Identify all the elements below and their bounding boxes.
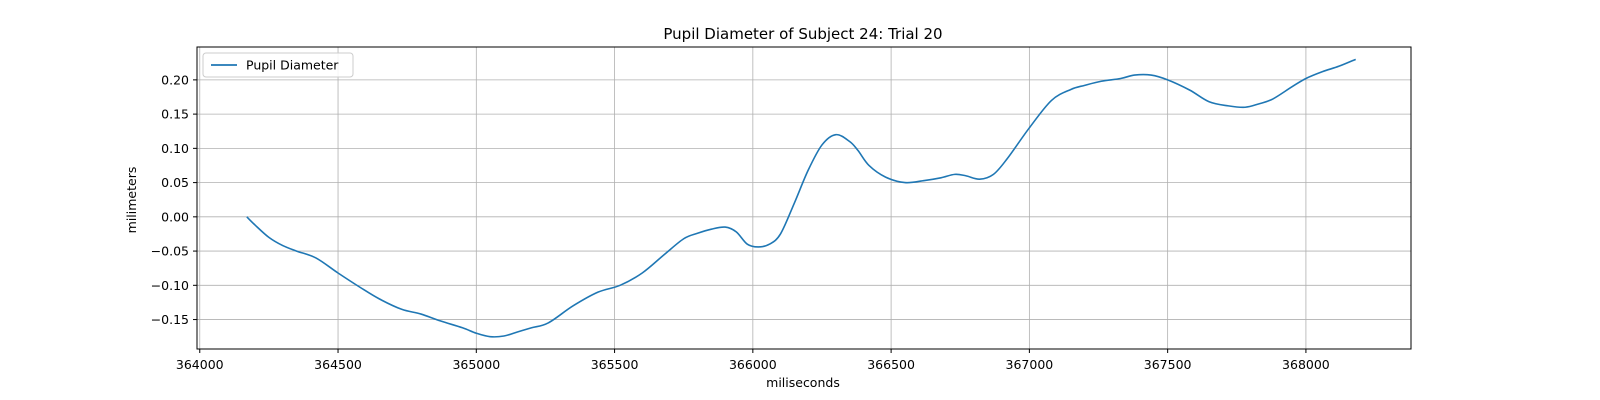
series-line-pupil-diameter	[246, 58, 1356, 338]
x-tick-label: 367500	[1144, 357, 1192, 372]
legend-box	[202, 52, 354, 78]
grid-lines	[197, 47, 1411, 349]
x-axis-label: miliseconds	[766, 375, 840, 390]
x-tick-label: 365000	[452, 357, 500, 372]
y-tick-label: −0.15	[151, 312, 189, 327]
legend-label: Pupil Diameter	[246, 58, 339, 73]
y-axis-label: milimeters	[124, 167, 139, 234]
x-tick-label: 364500	[314, 357, 362, 372]
y-tick-label: 0.20	[161, 72, 189, 87]
y-tick-label: 0.05	[161, 175, 189, 190]
plot-frame	[196, 46, 1412, 350]
x-tick-label: 364000	[176, 357, 224, 372]
x-tick-label: 368000	[1282, 357, 1330, 372]
x-tick-label: 365500	[591, 357, 639, 372]
chart-title: Pupil Diameter of Subject 24: Trial 20	[663, 25, 942, 43]
y-tick-label: 0.15	[161, 107, 189, 122]
y-tick-label: −0.05	[151, 244, 189, 259]
y-tick-label: 0.10	[161, 141, 189, 156]
x-tick-label: 366000	[729, 357, 777, 372]
series-layer	[246, 58, 1356, 338]
y-axis: −0.15 −0.10 −0.05 0.00 0.05 0.10 0.15 0.20	[151, 72, 197, 327]
x-tick-label: 367000	[1006, 357, 1054, 372]
y-tick-label: 0.00	[161, 209, 189, 224]
x-axis: 364000 364500 365000 365500 366000 366500 3670…	[176, 349, 1330, 372]
legend: Pupil Diameter	[202, 52, 354, 78]
x-tick-label: 366500	[867, 357, 915, 372]
y-tick-label: −0.10	[151, 278, 189, 293]
